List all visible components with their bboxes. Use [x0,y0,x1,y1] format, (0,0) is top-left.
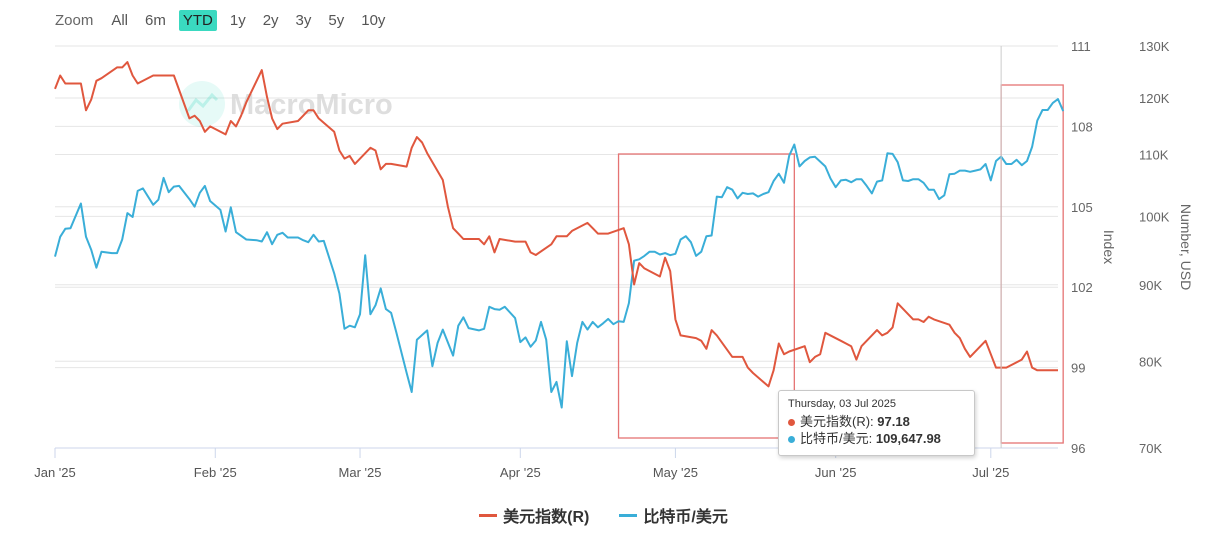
zoom-all-button[interactable]: All [111,11,129,29]
highlight-box [617,153,795,439]
dxy-dot-icon [788,419,795,427]
tooltip-dxy-value: 97.18 [877,414,910,429]
btc-dot-icon [788,436,795,444]
zoom-1y-button[interactable]: 1y [229,11,246,29]
x-tick-label: Mar '25 [339,465,382,480]
zoom-label: Zoom [55,11,94,29]
legend-btc-label: 比特币/美元 [643,509,728,526]
tooltip-btc-label: 比特币/美元: [800,431,876,446]
x-tick-label: Jun '25 [815,465,857,480]
index-tick-label: 111 [1071,39,1091,54]
usd-tick-label: 90K [1139,278,1162,293]
watermark-text: MacroMicro [230,89,393,121]
btc-swatch-icon [619,513,638,517]
index-tick-label: 96 [1071,441,1085,456]
btc-usd-line [54,98,1065,409]
highlight-box [1000,84,1064,444]
zoom-10y-button[interactable]: 10y [361,11,386,29]
index-axis: 96 99 102 105 108 111 [1071,39,1093,456]
watermark-logo-mark [186,92,219,112]
legend: 美元指数(R) 比特币/美元 [0,503,1207,527]
index-tick-label: 108 [1071,119,1093,134]
tooltip-row-dxy: 美元指数(R): 97.18 [788,413,965,430]
watermark: MacroMicro [179,81,393,127]
x-tick-label: Jul '25 [972,465,1009,480]
usd-tick-label: 100K [1139,209,1170,224]
zoom-2y-button[interactable]: 2y [262,11,279,29]
usd-axis-title: Number, USD [1178,204,1194,290]
zoom-bar: Zoom All 6m YTD 1y 2y 3y 5y 10y [55,9,398,31]
tooltip-row-btc: 比特币/美元: 109,647.98 [788,430,965,447]
legend-item-btc[interactable]: 比特币/美元 [619,503,728,527]
usd-tick-label: 120K [1139,91,1170,106]
tooltip-dxy-label: 美元指数(R): [800,414,878,429]
dxy-line [54,61,1058,388]
legend-item-dxy[interactable]: 美元指数(R) [479,503,589,527]
usd-tick-label: 70K [1139,441,1162,456]
series-lines [54,61,1065,409]
tooltip-btc-value: 109,647.98 [875,431,941,446]
x-tick-label: Jan '25 [34,465,76,480]
usd-tick-label: 110K [1139,147,1169,162]
dxy-swatch-icon [479,513,498,517]
legend-dxy-label: 美元指数(R) [503,509,590,526]
tooltip: Thursday, 03 Jul 2025 美元指数(R): 97.18 比特币… [778,390,975,456]
index-axis-title: Index [1101,230,1117,264]
index-tick-label: 99 [1071,361,1085,376]
zoom-6m-button[interactable]: 6m [145,11,166,29]
usd-tick-label: 130K [1139,39,1170,54]
index-tick-label: 105 [1071,200,1093,215]
x-tick-label: Apr '25 [500,465,541,480]
index-tick-label: 102 [1071,280,1093,295]
watermark-logo-icon [179,81,225,127]
x-tick-label: May '25 [653,465,698,480]
usd-tick-label: 80K [1139,354,1162,369]
zoom-5y-button[interactable]: 5y [328,11,345,29]
zoom-3y-button[interactable]: 3y [295,11,312,29]
x-tick-label: Feb '25 [194,465,237,480]
zoom-ytd-button[interactable]: YTD [178,9,217,31]
tooltip-date: Thursday, 03 Jul 2025 [788,398,897,410]
usd-axis: 70K 80K 90K 100K 110K 120K 130K [1139,39,1170,456]
